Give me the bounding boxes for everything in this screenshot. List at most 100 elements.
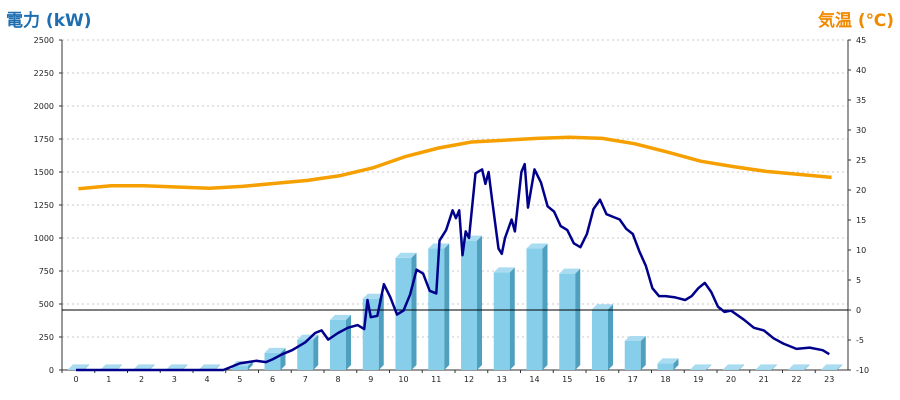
bar [395,252,417,370]
bar-top [493,267,515,273]
x-tick-label: 2 [139,375,144,384]
x-tick-label: 19 [693,375,703,384]
bar-side [247,361,253,370]
left-tick-label: 1000 [34,234,54,243]
bar [526,243,548,370]
bar-top [100,364,122,370]
bar-side [346,314,351,370]
bar-top [461,235,482,241]
bar-front [493,272,510,370]
bar-front [592,309,608,370]
bar-side [509,267,515,370]
bar-top [166,364,188,370]
bar-front [559,273,576,370]
left-tick-label: 750 [39,267,54,276]
temperature-line [78,135,832,191]
bar-top [657,358,679,364]
bar-side [575,268,581,370]
bar-top [690,364,712,370]
left-axis-title: 電力 (kW) [6,11,92,31]
bar-top [755,364,777,370]
x-tick-labels: 0 1 2 3 4 5 6 7 8 9 10 11 12 13 14 15 16 17 18 19 20 21 22 23 [61,370,834,384]
bar-side [477,235,482,370]
bar [690,364,712,370]
x-tick-label: 6 [270,375,275,384]
bar [723,364,744,370]
bar-side [378,293,384,370]
x-tick-label: 20 [726,375,736,384]
right-tick-label: 15 [856,216,866,225]
bar [592,304,613,370]
left-tick-label: 2500 [34,36,54,45]
x-tick-label: 15 [562,375,572,384]
bar-side [313,334,319,370]
right-tick-label: 30 [856,126,866,135]
bar-side [608,304,613,370]
x-tick-label: 14 [529,375,539,384]
bar-front [755,369,772,370]
power-line [76,162,830,372]
left-tick-label: 1750 [34,135,54,144]
x-tick-label: 5 [237,375,242,384]
bar [297,334,319,370]
bar-front [526,248,543,370]
bar-side [215,364,220,370]
bar-side [739,364,744,370]
right-tick-label: 20 [856,186,866,195]
left-tick-label: 0 [49,366,54,375]
bar-side [771,364,777,370]
right-tick-label: 40 [856,66,866,75]
bar-top [559,268,581,274]
left-tick-label: 1250 [34,201,54,210]
x-tick-label: 17 [628,375,638,384]
bar-top [133,364,155,370]
x-tick-label: 1 [106,375,111,384]
bar-top [723,364,744,370]
bar [788,364,810,370]
bar-front [330,319,346,370]
bar-top [592,304,613,310]
bar [624,335,646,370]
x-tick-label: 21 [759,375,769,384]
bar-side [182,364,188,370]
right-tick-label: 5 [856,276,861,285]
bar-front [428,248,445,370]
bar [755,364,777,370]
bar-side [706,364,712,370]
bar-top [264,347,286,353]
bar-top [395,252,417,258]
right-axis-title: 気温 (℃) [817,11,894,31]
bar-front [395,257,412,370]
left-tick-label: 500 [39,300,54,309]
bar-front [624,340,641,370]
bar-front [231,366,248,370]
left-tick-label: 2000 [34,102,54,111]
bar-top [199,364,220,370]
bar-front [690,369,707,370]
bar-side [837,364,843,370]
bar [330,314,351,370]
x-tick-label: 16 [595,375,605,384]
bar-front [461,240,477,370]
x-tick-label: 12 [464,375,474,384]
right-tick-label: 10 [856,246,866,255]
bar-side [542,243,548,370]
bar-top [362,293,384,299]
x-tick-label: 11 [431,375,441,384]
right-tick-label: 45 [856,36,866,45]
left-tick-label: 1500 [34,168,54,177]
bar-top [330,314,351,320]
bar [821,364,843,370]
x-tick-label: 22 [791,375,801,384]
bar-top [526,243,548,249]
gridlines [62,39,848,338]
bar [493,267,515,370]
left-tick-label: 250 [39,333,54,342]
right-tick-label: -10 [856,366,869,375]
bar [657,358,679,370]
bar-front [297,339,314,370]
bar-front [821,369,838,370]
